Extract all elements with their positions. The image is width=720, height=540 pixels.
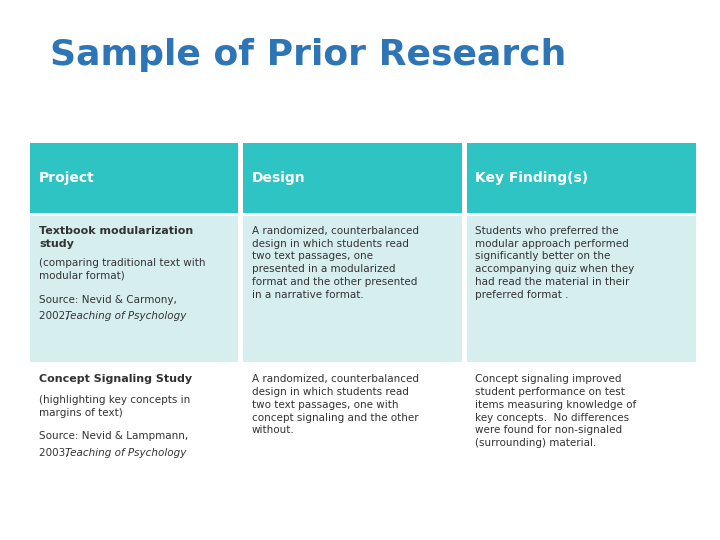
Bar: [467, 216, 696, 362]
Bar: [243, 216, 462, 362]
Bar: [243, 143, 462, 213]
Text: Textbook modularization
study: Textbook modularization study: [39, 226, 193, 248]
Text: Source: Nevid & Carmony,: Source: Nevid & Carmony,: [39, 295, 176, 305]
Text: Key Finding(s): Key Finding(s): [475, 171, 588, 185]
Text: 2002,: 2002,: [39, 311, 72, 321]
Text: Sample of Prior Research: Sample of Prior Research: [50, 38, 567, 72]
Text: (comparing traditional text with
modular format): (comparing traditional text with modular…: [39, 258, 205, 281]
Bar: [243, 364, 462, 510]
Text: Teaching of Psychology: Teaching of Psychology: [65, 448, 186, 458]
Text: A randomized, counterbalanced
design in which students read
two text passages, o: A randomized, counterbalanced design in …: [252, 226, 419, 300]
Text: Students who preferred the
modular approach performed
significantly better on th: Students who preferred the modular appro…: [475, 226, 634, 300]
Text: (highlighting key concepts in
margins of text): (highlighting key concepts in margins of…: [39, 395, 190, 417]
Text: Project: Project: [39, 171, 94, 185]
Bar: [30, 364, 238, 510]
Text: Concept signaling improved
student performance on test
items measuring knowledge: Concept signaling improved student perfo…: [475, 374, 636, 448]
Bar: [30, 216, 238, 362]
Text: 2003,: 2003,: [39, 448, 72, 458]
Bar: [30, 143, 238, 213]
Text: Concept Signaling Study: Concept Signaling Study: [39, 374, 192, 384]
Bar: [467, 143, 696, 213]
Text: A randomized, counterbalanced
design in which students read
two text passages, o: A randomized, counterbalanced design in …: [252, 374, 419, 435]
Bar: [467, 364, 696, 510]
Text: Design: Design: [252, 171, 305, 185]
Text: Teaching of Psychology: Teaching of Psychology: [65, 311, 186, 321]
Text: Source: Nevid & Lampmann,: Source: Nevid & Lampmann,: [39, 431, 188, 442]
